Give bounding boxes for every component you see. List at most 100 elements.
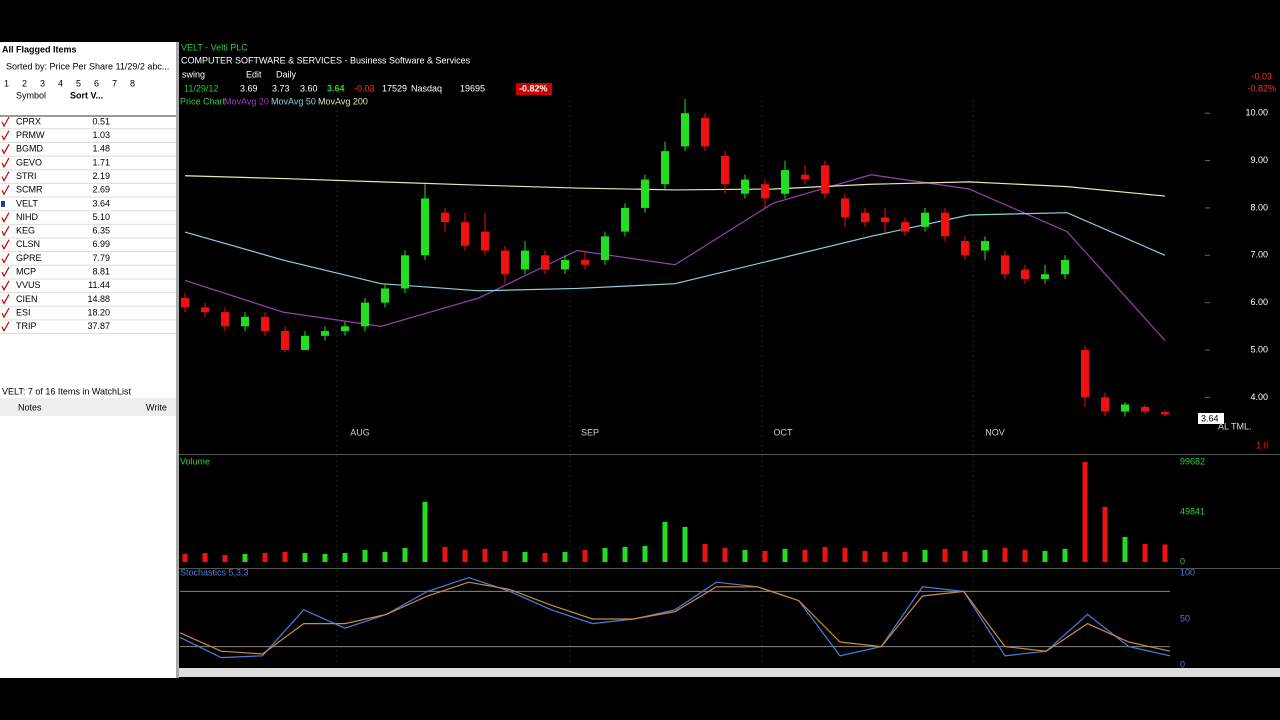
tab[interactable]: 7 bbox=[112, 78, 117, 88]
period-menu[interactable]: Daily bbox=[276, 69, 297, 79]
column-header[interactable]: Sort V... bbox=[70, 90, 103, 100]
write-button[interactable]: Write bbox=[146, 402, 167, 412]
layout-menu[interactable]: swing bbox=[182, 69, 205, 79]
symbol[interactable]: CPRX bbox=[16, 116, 41, 126]
side-value: 1.0 bbox=[1256, 440, 1269, 450]
candle-body bbox=[261, 316, 269, 332]
sort-value[interactable]: 7.79 bbox=[92, 253, 110, 263]
sort-value[interactable]: 8.81 bbox=[92, 267, 110, 277]
scrollbar[interactable] bbox=[179, 668, 1280, 677]
sort-value[interactable]: 37.87 bbox=[87, 321, 110, 331]
volume-bar bbox=[222, 554, 228, 562]
sort-value[interactable]: 5.10 bbox=[92, 212, 110, 222]
symbol[interactable]: VELT bbox=[16, 198, 38, 208]
industry: COMPUTER SOFTWARE & SERVICES - Business … bbox=[181, 55, 471, 65]
moving-average bbox=[184, 212, 1166, 292]
symbol[interactable]: KEG bbox=[16, 226, 35, 236]
stoch-line bbox=[179, 576, 1171, 659]
candle-body bbox=[401, 255, 409, 289]
sort-value[interactable]: 18.20 bbox=[87, 307, 110, 317]
column-header[interactable]: Symbol bbox=[16, 90, 46, 100]
candle-body bbox=[641, 179, 649, 208]
symbol[interactable]: ESI bbox=[16, 307, 31, 317]
flag-check bbox=[1, 116, 10, 128]
volume-bar bbox=[902, 551, 908, 562]
symbol[interactable]: GEVO bbox=[16, 157, 42, 167]
candle-body bbox=[821, 165, 829, 194]
volume-bar bbox=[942, 548, 948, 562]
volume-tick: 99682 bbox=[1180, 456, 1205, 466]
notes-button[interactable]: Notes bbox=[18, 402, 42, 412]
flag-check bbox=[1, 266, 10, 278]
side-text: AL TML. bbox=[1218, 421, 1252, 431]
y-tick-label: 10.00 bbox=[1245, 108, 1268, 118]
symbol[interactable]: BGMD bbox=[16, 144, 44, 154]
symbol[interactable]: VVUS bbox=[16, 280, 41, 290]
edit-button[interactable]: Edit bbox=[246, 69, 262, 79]
sort-value[interactable]: 1.03 bbox=[92, 130, 110, 140]
sort-value[interactable]: 6.99 bbox=[92, 239, 110, 249]
symbol[interactable]: GPRE bbox=[16, 253, 42, 263]
volume-bar bbox=[802, 549, 808, 562]
flag-check bbox=[1, 184, 10, 196]
tab[interactable]: 1 bbox=[4, 78, 9, 88]
sort-value[interactable]: 1.48 bbox=[92, 144, 110, 154]
flag-check bbox=[1, 225, 10, 237]
sort-value[interactable]: 2.69 bbox=[92, 185, 110, 195]
change: -0.03 bbox=[1251, 71, 1272, 81]
volume-bar bbox=[882, 551, 888, 562]
sort-value[interactable]: 11.44 bbox=[88, 280, 110, 290]
symbol[interactable]: CIEN bbox=[16, 294, 38, 304]
volume-bar bbox=[702, 543, 708, 562]
volume-bar bbox=[1022, 549, 1028, 562]
sort-value[interactable]: 6.35 bbox=[92, 226, 110, 236]
tab[interactable]: 4 bbox=[58, 78, 63, 88]
volume-bar bbox=[622, 546, 628, 562]
symbol[interactable]: TRIP bbox=[16, 321, 37, 331]
notes-bar[interactable] bbox=[0, 398, 176, 416]
sort-value[interactable]: 0.51 bbox=[92, 116, 110, 126]
symbol[interactable]: STRI bbox=[16, 171, 37, 181]
panel-divider bbox=[179, 568, 1280, 569]
tab[interactable]: 5 bbox=[76, 78, 81, 88]
moving-average bbox=[184, 175, 1166, 197]
volume-tick: 0 bbox=[1180, 556, 1185, 566]
sort-value[interactable]: 2.19 bbox=[92, 171, 110, 181]
candle-body bbox=[741, 179, 749, 194]
sort-value[interactable]: 1.71 bbox=[92, 157, 110, 167]
volume-bar bbox=[442, 546, 448, 562]
symbol[interactable]: NIHD bbox=[16, 212, 38, 222]
watchlist-status: VELT: 7 of 16 Items in WatchList bbox=[2, 386, 132, 396]
volume-bar bbox=[382, 551, 388, 562]
volume-bar bbox=[982, 549, 988, 562]
tab[interactable]: 3 bbox=[40, 78, 45, 88]
symbol[interactable]: PRMW bbox=[16, 130, 45, 140]
volume-bar bbox=[502, 550, 508, 562]
sort-value[interactable]: 3.64 bbox=[92, 198, 110, 208]
volume-bar bbox=[1042, 550, 1048, 562]
watchlist-title[interactable]: All Flagged Items bbox=[2, 44, 77, 54]
tab[interactable]: 2 bbox=[22, 78, 27, 88]
moving-average bbox=[184, 174, 1166, 341]
candle-body bbox=[501, 250, 509, 275]
candle-body bbox=[481, 231, 489, 251]
tab[interactable]: 6 bbox=[94, 78, 99, 88]
tab[interactable]: 8 bbox=[130, 78, 135, 88]
volume-bar bbox=[542, 552, 548, 562]
candle-body bbox=[901, 222, 909, 232]
quote-field: 17529 bbox=[382, 83, 407, 93]
sort-value[interactable]: 14.88 bbox=[87, 294, 110, 304]
quote-field: 3.69 bbox=[240, 83, 258, 93]
y-tick-label: 8.00 bbox=[1250, 202, 1268, 212]
candle-body bbox=[1021, 269, 1029, 279]
volume-bar bbox=[722, 547, 728, 562]
symbol[interactable]: MCP bbox=[16, 267, 36, 277]
quote-field: Nasdaq bbox=[411, 83, 442, 93]
volume-bar bbox=[1062, 548, 1068, 562]
volume-bar bbox=[642, 545, 648, 562]
symbol[interactable]: SCMR bbox=[16, 185, 43, 195]
legend-entry: MovAvg 20 bbox=[224, 96, 269, 106]
candle-body bbox=[541, 255, 549, 270]
symbol[interactable]: CLSN bbox=[16, 239, 40, 249]
last-price: 3.64 bbox=[1201, 413, 1219, 423]
